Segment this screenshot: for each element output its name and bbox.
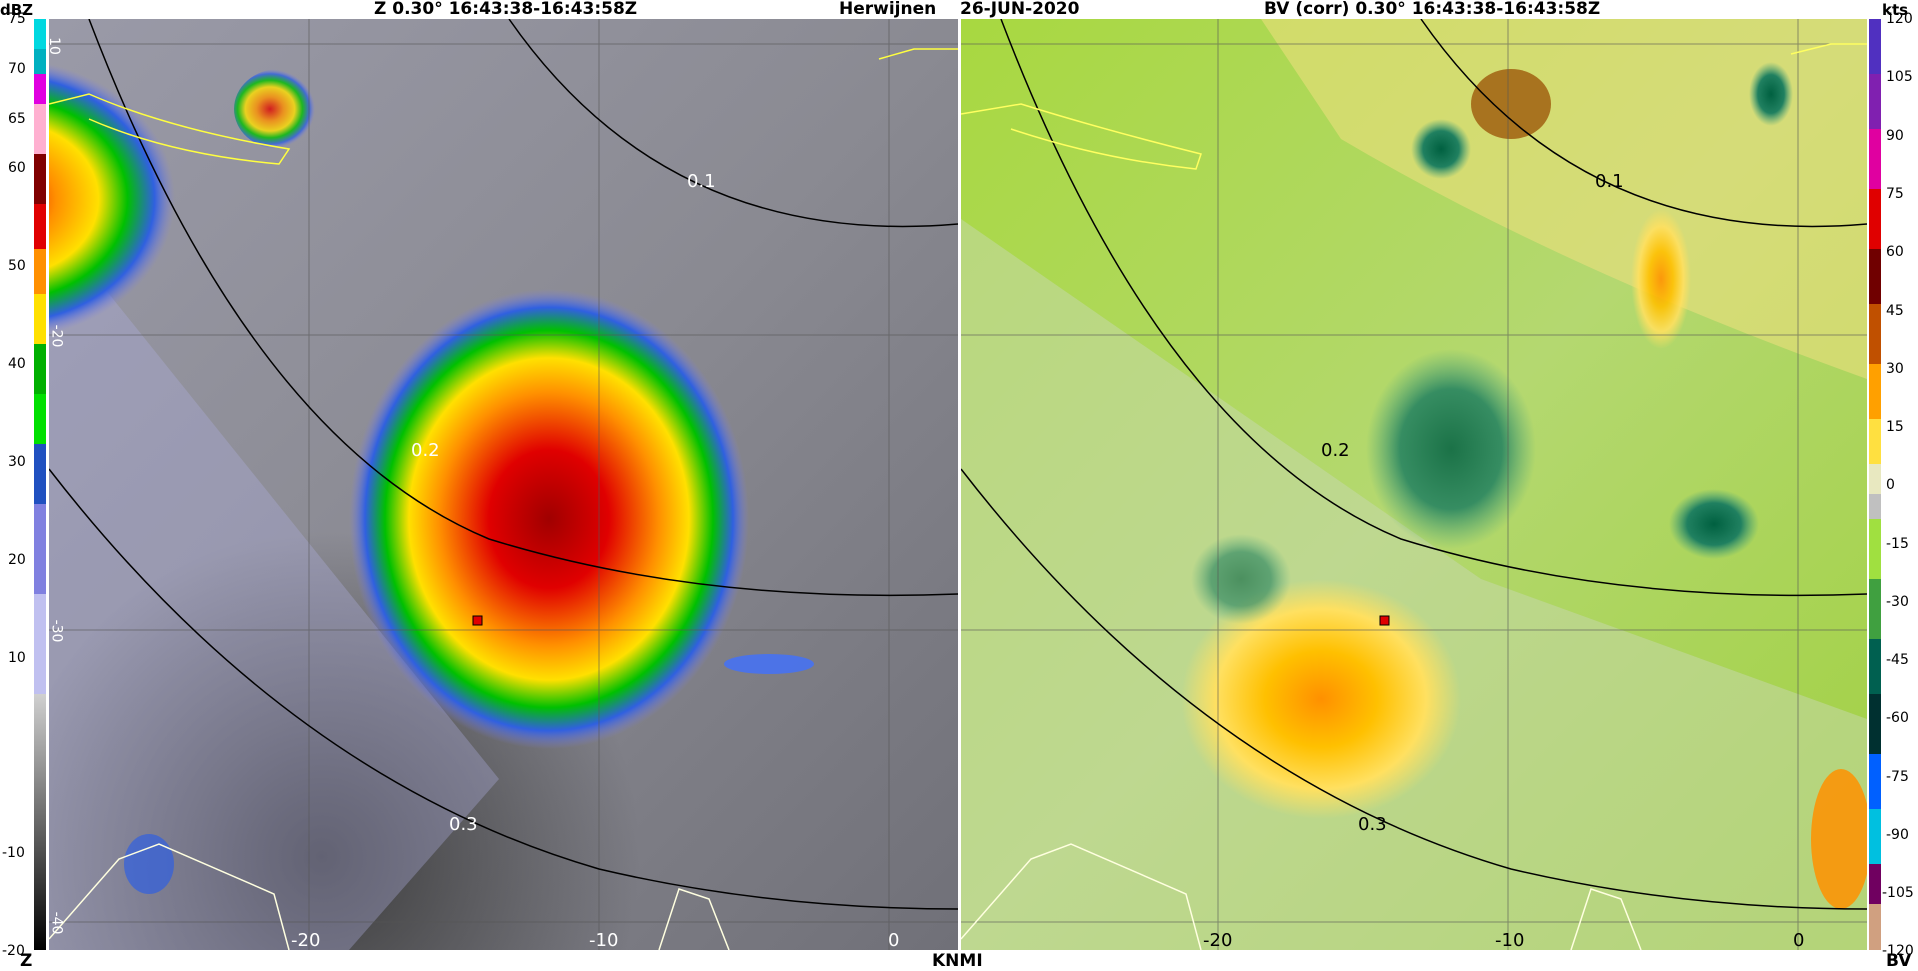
- range-ring-label: 0.2: [1321, 440, 1350, 461]
- velocity-panel[interactable]: -20 -10 0 0.1 0.2 0.3: [961, 19, 1867, 950]
- tick: 20: [8, 552, 26, 568]
- tick: 30: [1886, 361, 1904, 377]
- range-ring-label: 0.3: [1358, 814, 1387, 835]
- range-ring-label: 0.3: [449, 814, 478, 835]
- tick: 50: [8, 258, 26, 274]
- right-colorbar-unit: kts: [1882, 1, 1909, 19]
- rotated-axis-label: -20: [49, 324, 65, 348]
- date-label: 26-JUN-2020: [960, 0, 1080, 19]
- tick: -105: [1882, 885, 1914, 901]
- tick: 65: [8, 111, 26, 127]
- left-panel-title: Z 0.30° 16:43:38-16:43:58Z: [374, 0, 638, 19]
- tick: 45: [1886, 303, 1904, 319]
- storm-cell: [349, 289, 749, 749]
- velocity-colorbar: [1869, 19, 1881, 950]
- tick: 75: [1886, 186, 1904, 202]
- right-panel-title: BV (corr) 0.30° 16:43:38-16:43:58Z: [1264, 0, 1601, 19]
- outbound-velocity-area: [1366, 349, 1536, 549]
- tick: -20: [2, 943, 25, 959]
- tick: 90: [1886, 128, 1904, 144]
- tick: -30: [1886, 594, 1909, 610]
- rotated-axis-label: -40: [49, 911, 65, 935]
- outbound-velocity-area: [1669, 489, 1759, 559]
- x-axis-label: 0: [1793, 930, 1805, 950]
- tick: -75: [1886, 769, 1909, 785]
- tick: 75: [8, 11, 26, 27]
- left-colorbar-footer: Z: [20, 951, 33, 971]
- x-axis-label: -20: [1203, 930, 1233, 950]
- x-axis-label: 0: [888, 930, 900, 950]
- tick: 0: [1886, 477, 1895, 493]
- tick: 60: [8, 160, 26, 176]
- inbound-velocity-area: [1181, 579, 1461, 819]
- x-axis-label: -10: [1495, 930, 1525, 950]
- range-ring-label: 0.1: [1595, 171, 1624, 192]
- tick: -15: [1886, 536, 1909, 552]
- tick: 15: [1886, 419, 1904, 435]
- tick: -120: [1882, 943, 1914, 959]
- tick: -10: [2, 845, 25, 861]
- storm-cell: [49, 59, 209, 339]
- range-ring-label: 0.1: [687, 171, 716, 192]
- tick: 30: [8, 454, 26, 470]
- footer-credit: KNMI: [932, 951, 983, 971]
- tick: 70: [8, 61, 26, 77]
- left-colorbar-unit: dBZ: [0, 1, 34, 19]
- x-axis-label: -20: [291, 930, 321, 950]
- x-axis-label: -10: [589, 930, 619, 950]
- tick: 40: [8, 356, 26, 372]
- range-ring-label: 0.2: [411, 440, 440, 461]
- reflectivity-colorbar: [34, 19, 46, 950]
- tick: -60: [1886, 710, 1909, 726]
- tick: 10: [8, 650, 26, 666]
- tick: 105: [1886, 69, 1913, 85]
- tick: -90: [1886, 827, 1909, 843]
- rotated-axis-label: -30: [49, 619, 65, 643]
- tick: -45: [1886, 652, 1909, 668]
- rotated-axis-label: 10: [49, 37, 62, 55]
- tick: 120: [1886, 11, 1913, 27]
- tick: 60: [1886, 244, 1904, 260]
- right-colorbar-footer: BV: [1886, 951, 1912, 971]
- reflectivity-panel[interactable]: 10 -20 -30 -40 -20 -10 0 0.1 0.2 0.3: [49, 19, 958, 950]
- station-name: Herwijnen: [839, 0, 937, 19]
